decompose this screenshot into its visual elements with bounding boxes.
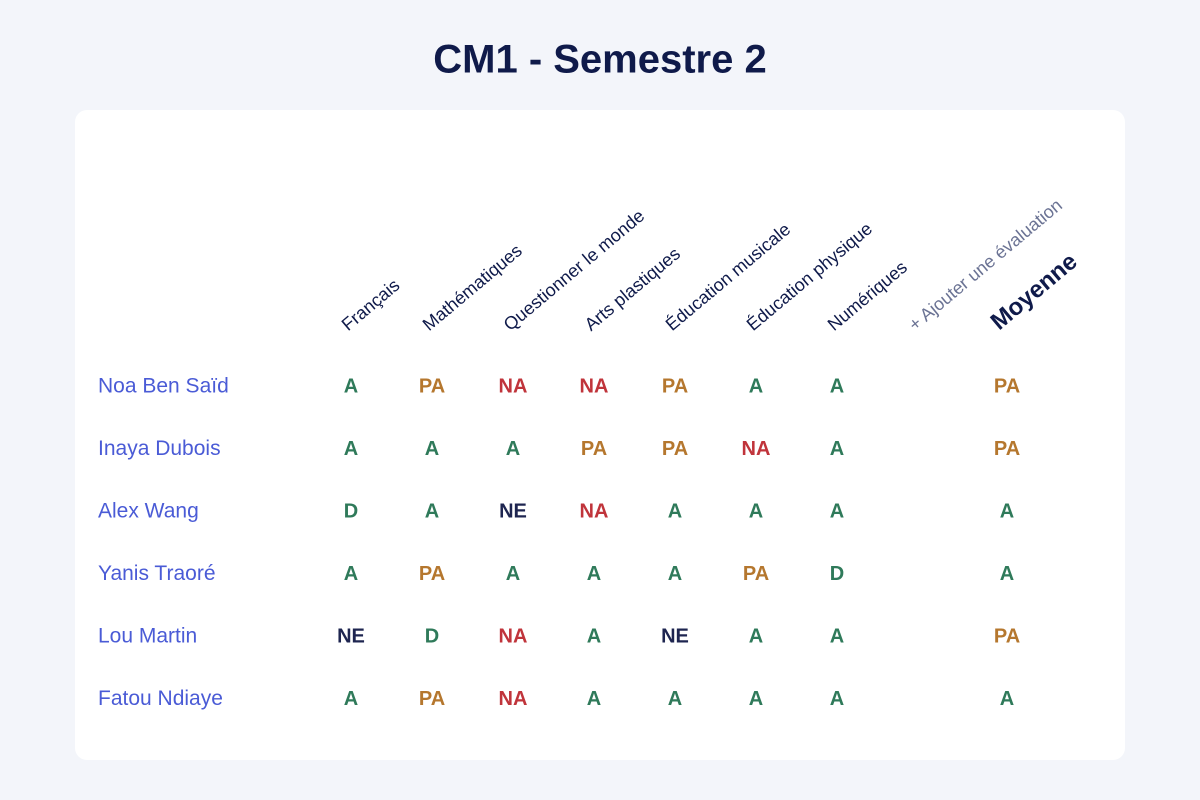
grade: A — [344, 563, 358, 585]
grade: NE — [337, 625, 365, 647]
grade: A — [344, 688, 358, 710]
grade: NA — [499, 625, 528, 647]
grade: NA — [580, 500, 609, 522]
grade: A — [749, 375, 763, 397]
average-grade: PA — [994, 438, 1020, 460]
grade: A — [749, 688, 763, 710]
grade: A — [344, 438, 358, 460]
grade: A — [830, 688, 844, 710]
grade: A — [668, 563, 682, 585]
average-grade: A — [1000, 563, 1014, 585]
student-name[interactable]: Lou Martin — [98, 625, 197, 648]
grade: PA — [662, 375, 688, 397]
student-name[interactable]: Yanis Traoré — [98, 562, 216, 585]
grade: A — [830, 438, 844, 460]
grade: NE — [661, 625, 689, 647]
grade: A — [425, 438, 439, 460]
grade: PA — [581, 438, 607, 460]
card — [75, 110, 1125, 760]
grade: NA — [499, 375, 528, 397]
grade: A — [587, 688, 601, 710]
grade: A — [506, 563, 520, 585]
page-title: CM1 - Semestre 2 — [433, 38, 766, 82]
grade: A — [668, 500, 682, 522]
grade: PA — [662, 438, 688, 460]
grade: A — [668, 688, 682, 710]
average-grade: A — [1000, 500, 1014, 522]
grade: A — [425, 500, 439, 522]
grade: NA — [742, 438, 771, 460]
grade: A — [506, 438, 520, 460]
grade: PA — [419, 563, 445, 585]
grade: D — [830, 563, 844, 585]
student-name[interactable]: Noa Ben Saïd — [98, 375, 229, 398]
grade: NA — [580, 375, 609, 397]
grade: A — [749, 625, 763, 647]
grade: A — [587, 625, 601, 647]
grade: PA — [743, 563, 769, 585]
grade: A — [587, 563, 601, 585]
grade: NA — [499, 688, 528, 710]
grade: D — [425, 625, 439, 647]
grade: A — [830, 375, 844, 397]
grade: A — [830, 500, 844, 522]
grade: A — [830, 625, 844, 647]
grade: A — [749, 500, 763, 522]
grade: D — [344, 500, 358, 522]
grade: PA — [419, 688, 445, 710]
student-name[interactable]: Alex Wang — [98, 500, 199, 523]
average-grade: PA — [994, 625, 1020, 647]
grade: PA — [419, 375, 445, 397]
average-grade: PA — [994, 375, 1020, 397]
grade: NE — [499, 500, 527, 522]
student-name[interactable]: Inaya Dubois — [98, 437, 221, 460]
grade: A — [344, 375, 358, 397]
student-name[interactable]: Fatou Ndiaye — [98, 687, 223, 710]
average-grade: A — [1000, 688, 1014, 710]
